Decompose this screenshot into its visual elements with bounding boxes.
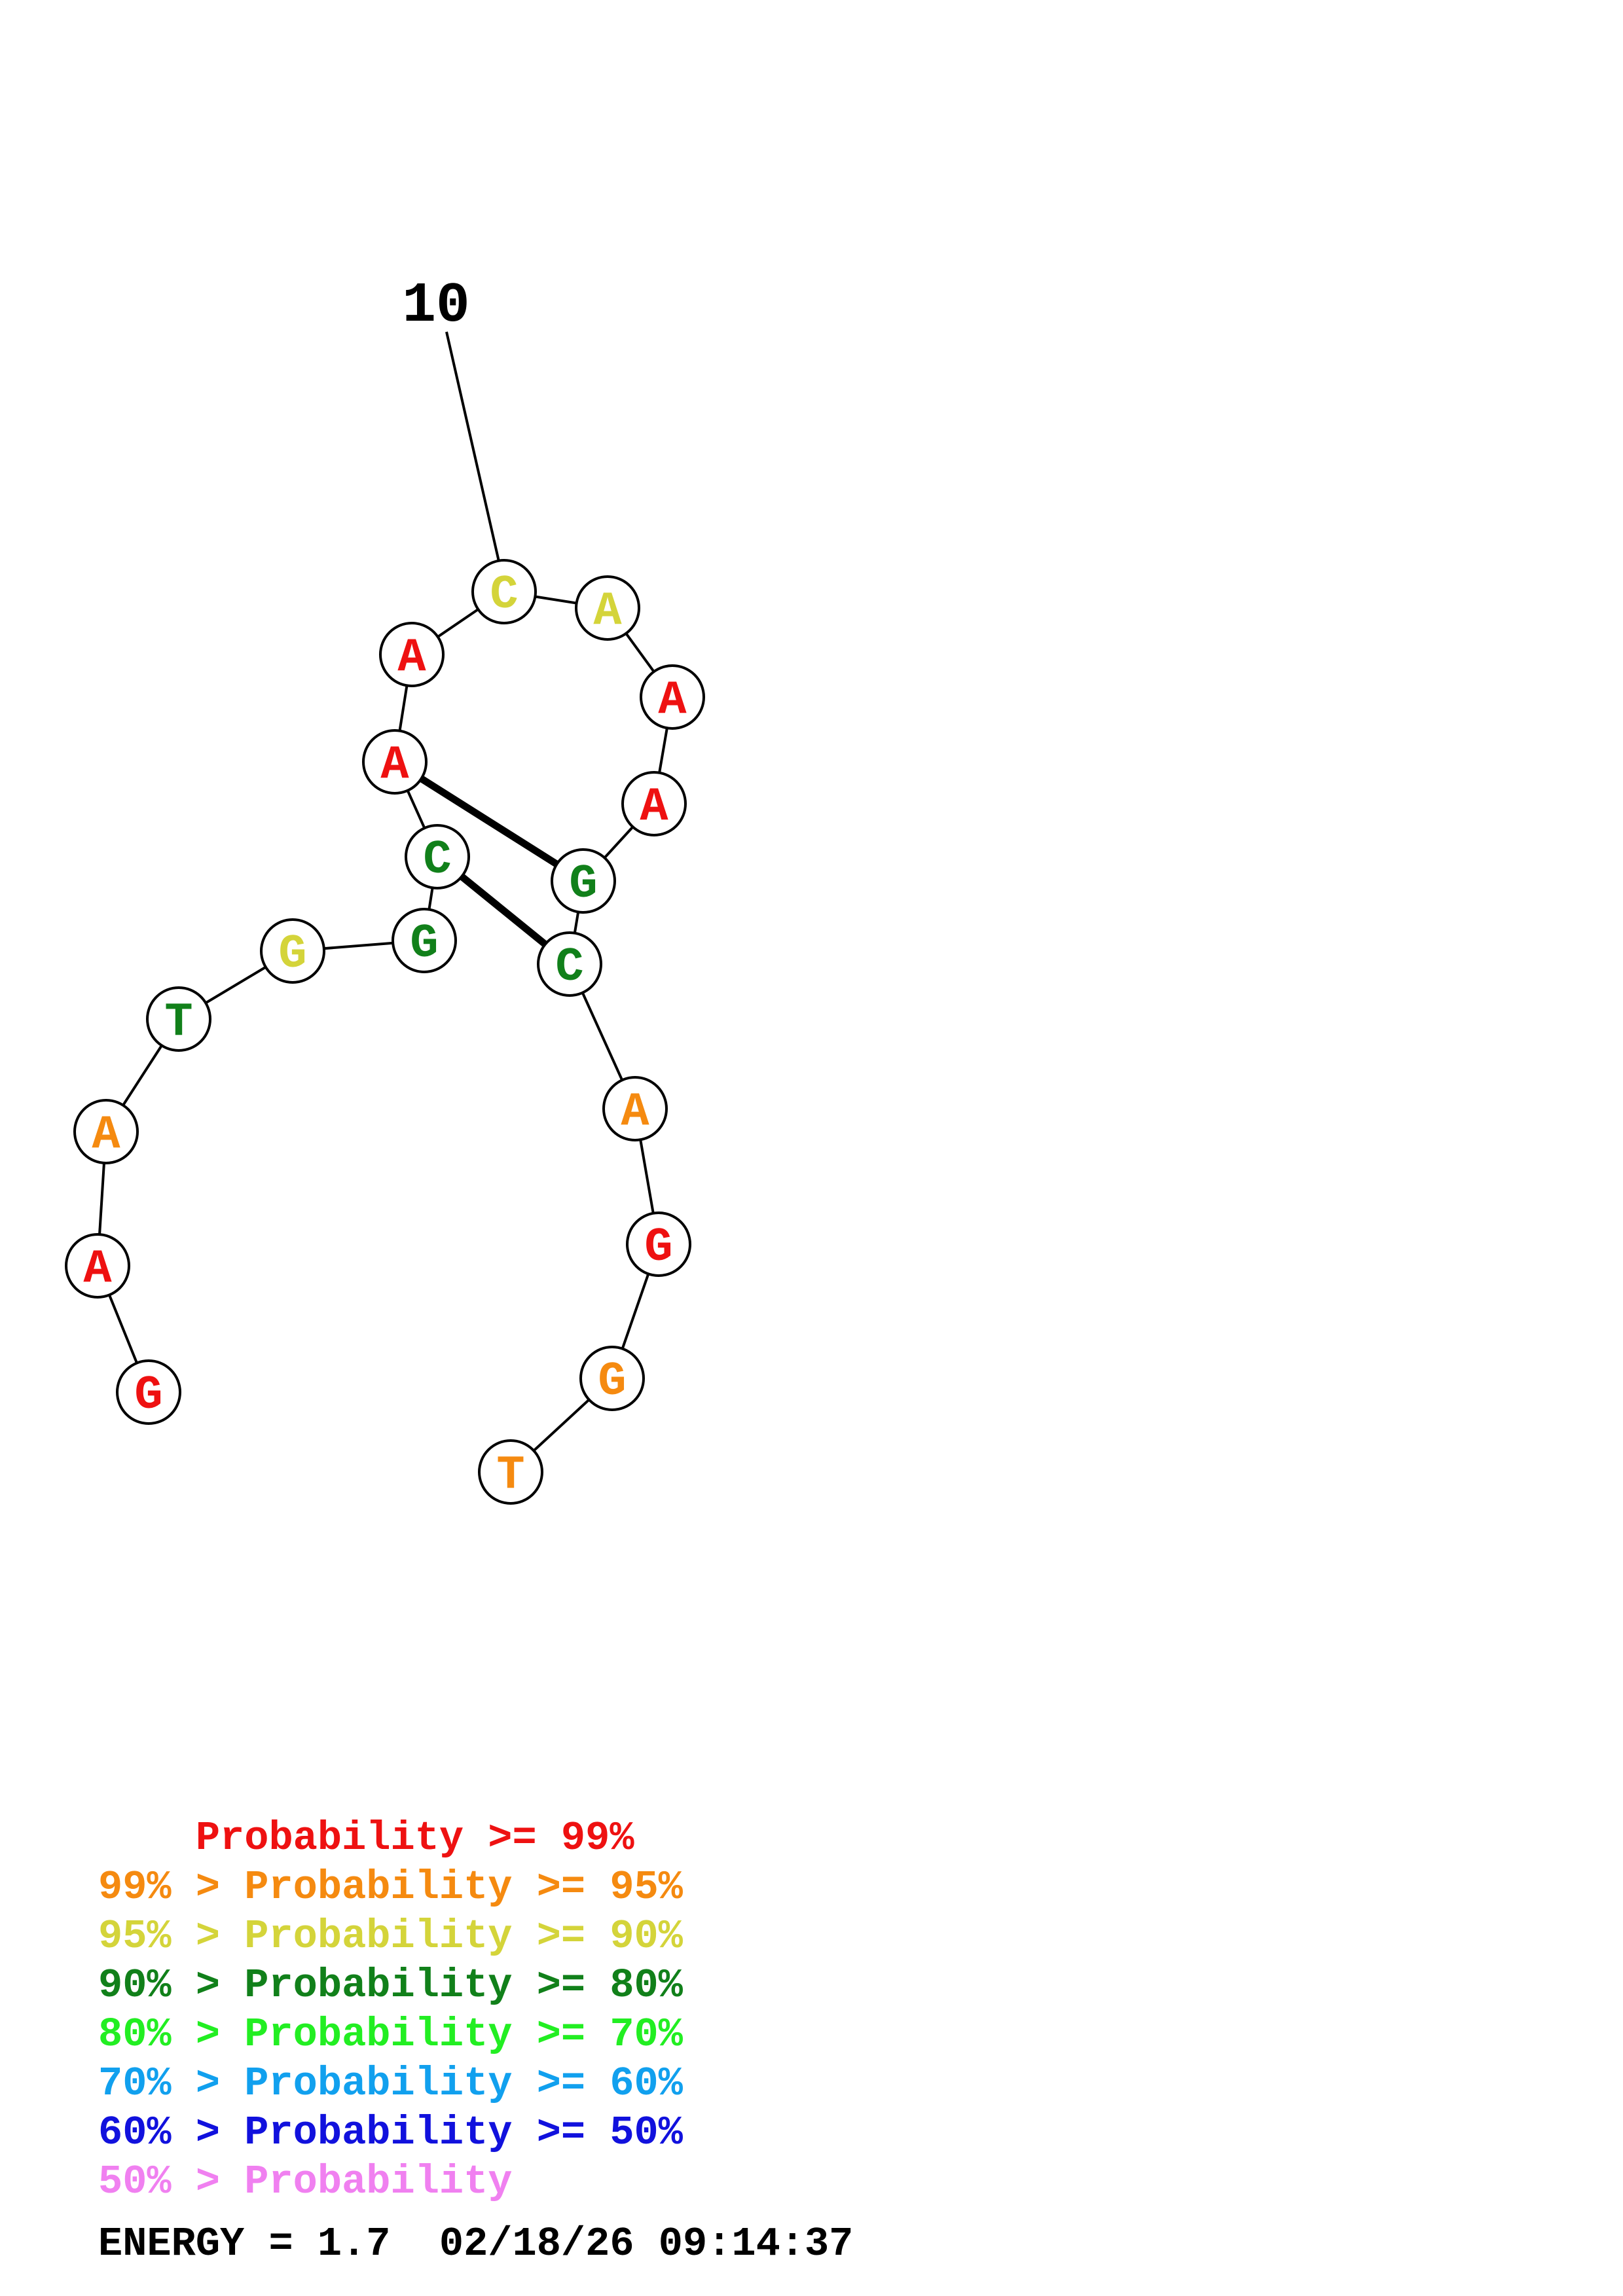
nucleotide-19: T [478, 1439, 543, 1505]
nucleotide-circle [392, 908, 457, 973]
position-10-label: 10 [402, 274, 469, 338]
energy-timestamp-line: ENERGY = 1.7 02/18/26 09:14:37 [98, 2221, 853, 2267]
nucleotide-circle [65, 1233, 130, 1299]
nucleotide-letter: A [83, 1242, 112, 1296]
nucleotide-7: C [405, 824, 470, 889]
nucleotide-5: G [260, 918, 325, 984]
nucleotide-circle [626, 1211, 691, 1277]
nucleotide-2: A [65, 1233, 130, 1299]
nucleotide-circle [575, 575, 640, 641]
nucleotide-letter: A [621, 1085, 649, 1139]
probability-legend: Probability >= 99% 99% > Probability >= … [98, 1815, 684, 2205]
nucleotide-letter: T [164, 996, 192, 1049]
nucleotide-letter: G [644, 1221, 672, 1274]
legend-row-70: 80% > Probability >= 70% [98, 2011, 684, 2058]
nucleotide-16: A [602, 1076, 668, 1141]
nucleotide-circle [551, 848, 616, 914]
nucleotide-letter: A [658, 673, 687, 727]
nucleotide-6: G [392, 908, 457, 973]
nucleotide-circle [116, 1359, 181, 1425]
legend-row-90: 95% > Probability >= 90% [98, 1913, 684, 1960]
nucleotide-circle [379, 622, 445, 687]
nucleotide-circle [537, 931, 602, 997]
nucleotide-circle [260, 918, 325, 984]
nucleotide-letter: C [423, 833, 451, 887]
nucleotide-circle [478, 1439, 543, 1505]
nucleotide-10: C [471, 559, 537, 624]
nucleotide-letter: T [496, 1448, 524, 1502]
nucleotide-circle [73, 1099, 139, 1164]
nucleotide-18: G [579, 1346, 645, 1411]
legend-row-below-50: 50% > Probability [98, 2159, 513, 2205]
nucleotide-12: A [640, 664, 705, 730]
nucleotide-letter: A [397, 631, 426, 685]
nucleotide-letter: G [134, 1369, 162, 1422]
nucleotide-circle [602, 1076, 668, 1141]
nucleotide-circle [579, 1346, 645, 1411]
nucleotide-circle [621, 771, 687, 836]
nucleotide-circle [362, 729, 428, 795]
nucleotide-3: A [73, 1099, 139, 1164]
nucleotide-15: C [537, 931, 602, 997]
nucleotide-circle [471, 559, 537, 624]
nucleotide-letter: G [598, 1355, 626, 1408]
nucleotide-circle [146, 986, 211, 1052]
nucleotide-letter: G [278, 927, 306, 981]
nucleotide-circle [640, 664, 705, 730]
legend-row-99: Probability >= 99% [98, 1815, 634, 1861]
legend-row-80: 90% > Probability >= 80% [98, 1962, 684, 2009]
nucleotide-letter: A [593, 584, 622, 638]
nucleotide-circle [405, 824, 470, 889]
nucleotide-9: A [379, 622, 445, 687]
nucleotide-letter: G [410, 917, 438, 971]
base-pair-bond [393, 759, 585, 884]
nucleotide-8: A [362, 729, 428, 795]
nucleotide-letter: A [640, 780, 668, 834]
nucleotide-4: T [146, 986, 211, 1052]
nucleotide-letter: C [490, 568, 518, 622]
nucleotide-letter: C [555, 941, 583, 994]
nucleotide-letter: G [569, 857, 597, 911]
position-10-leader-line [445, 331, 505, 585]
legend-row-50: 60% > Probability >= 50% [98, 2109, 684, 2156]
nucleotide-11: A [575, 575, 640, 641]
nucleotide-letter: A [92, 1108, 120, 1162]
nucleotide-14: G [551, 848, 616, 914]
legend-row-60: 70% > Probability >= 60% [98, 2060, 684, 2107]
nucleotide-1: G [116, 1359, 181, 1425]
legend-row-95: 99% > Probability >= 95% [98, 1864, 684, 1910]
nucleotide-17: G [626, 1211, 691, 1277]
nucleotide-13: A [621, 771, 687, 836]
nucleotide-letter: A [380, 738, 409, 792]
